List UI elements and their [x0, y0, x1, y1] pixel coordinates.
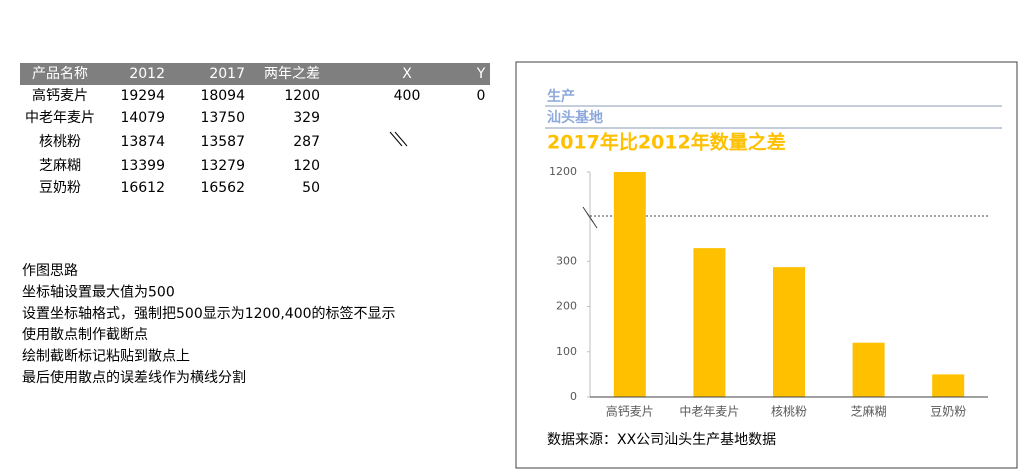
table-header-cell: 两年之差 [264, 66, 320, 82]
chart-header: 汕头基地 [547, 109, 603, 126]
table-cell: 芝麻糊 [39, 158, 81, 174]
chart-title: 2017年比2012年数量之差 [547, 131, 786, 154]
note-line: 坐标轴设置最大值为500 [22, 284, 175, 300]
x-tick-label: 中老年麦片 [679, 404, 739, 419]
break-symbol [389, 131, 408, 147]
table-cell: 中老年麦片 [25, 110, 95, 126]
y-tick-label: 0 [570, 390, 577, 403]
table-cell: 13874 [120, 134, 165, 150]
chart-source: 数据来源：XX公司汕头生产基地数据 [547, 431, 776, 448]
table-cell: 14079 [120, 110, 165, 126]
bar [932, 374, 965, 397]
table-header-cell: 2012 [129, 66, 165, 82]
bar [773, 267, 805, 397]
table-cell: 13279 [200, 158, 245, 174]
table-cell: 13399 [120, 158, 165, 174]
table-cell: 287 [293, 134, 320, 150]
table-cell: 19294 [120, 88, 165, 104]
table-cell: 120 [293, 158, 320, 174]
table-cell: 329 [293, 110, 320, 126]
table-cell: 豆奶粉 [39, 180, 81, 196]
table-cell: 18094 [200, 88, 245, 104]
note-line: 设置坐标轴格式，强制把500显示为1200,400的标签不显示 [22, 305, 396, 322]
x-tick-label: 核桃粉 [771, 404, 807, 419]
x-tick-label: 高钙麦片 [606, 404, 654, 419]
table-cell: 13587 [200, 134, 245, 150]
note-line: 最后使用散点的误差线作为横线分割 [22, 369, 246, 386]
table-header-cell: 2017 [209, 66, 245, 82]
bar [693, 248, 726, 397]
table-header-bg [20, 63, 490, 85]
y-tick-label: 200 [556, 300, 577, 313]
y-tick-label: 1200 [549, 165, 577, 178]
bar [852, 342, 885, 397]
table-cell: 高钙麦片 [32, 87, 88, 104]
x-tick-label: 豆奶粉 [930, 405, 966, 419]
break-mark [586, 212, 598, 229]
table-header-cell: X [402, 66, 412, 82]
note-line: 使用散点制作截断点 [22, 326, 148, 343]
table-cell: 核桃粉 [39, 134, 81, 150]
chart-header: 生产 [547, 88, 575, 105]
table-cell: 1200 [284, 88, 320, 104]
chart-frame [515, 61, 1018, 469]
x-tick-label: 芝麻糊 [851, 404, 887, 419]
table-header-cell: Y [476, 66, 486, 82]
table-header-cell: 产品名称 [32, 66, 88, 82]
table-cell: 50 [302, 180, 320, 196]
note-line: 绘制截断标记粘贴到散点上 [22, 349, 190, 365]
bar [613, 172, 646, 397]
y-tick-label: 300 [556, 254, 577, 267]
table-cell: 16612 [120, 180, 165, 196]
y-tick-label: 100 [556, 345, 577, 358]
table-cell: 13750 [200, 110, 245, 126]
table-cell: 400 [394, 88, 421, 104]
table-cell: 0 [477, 88, 486, 104]
note-line: 作图思路 [22, 263, 78, 279]
table-cell: 16562 [200, 180, 245, 196]
